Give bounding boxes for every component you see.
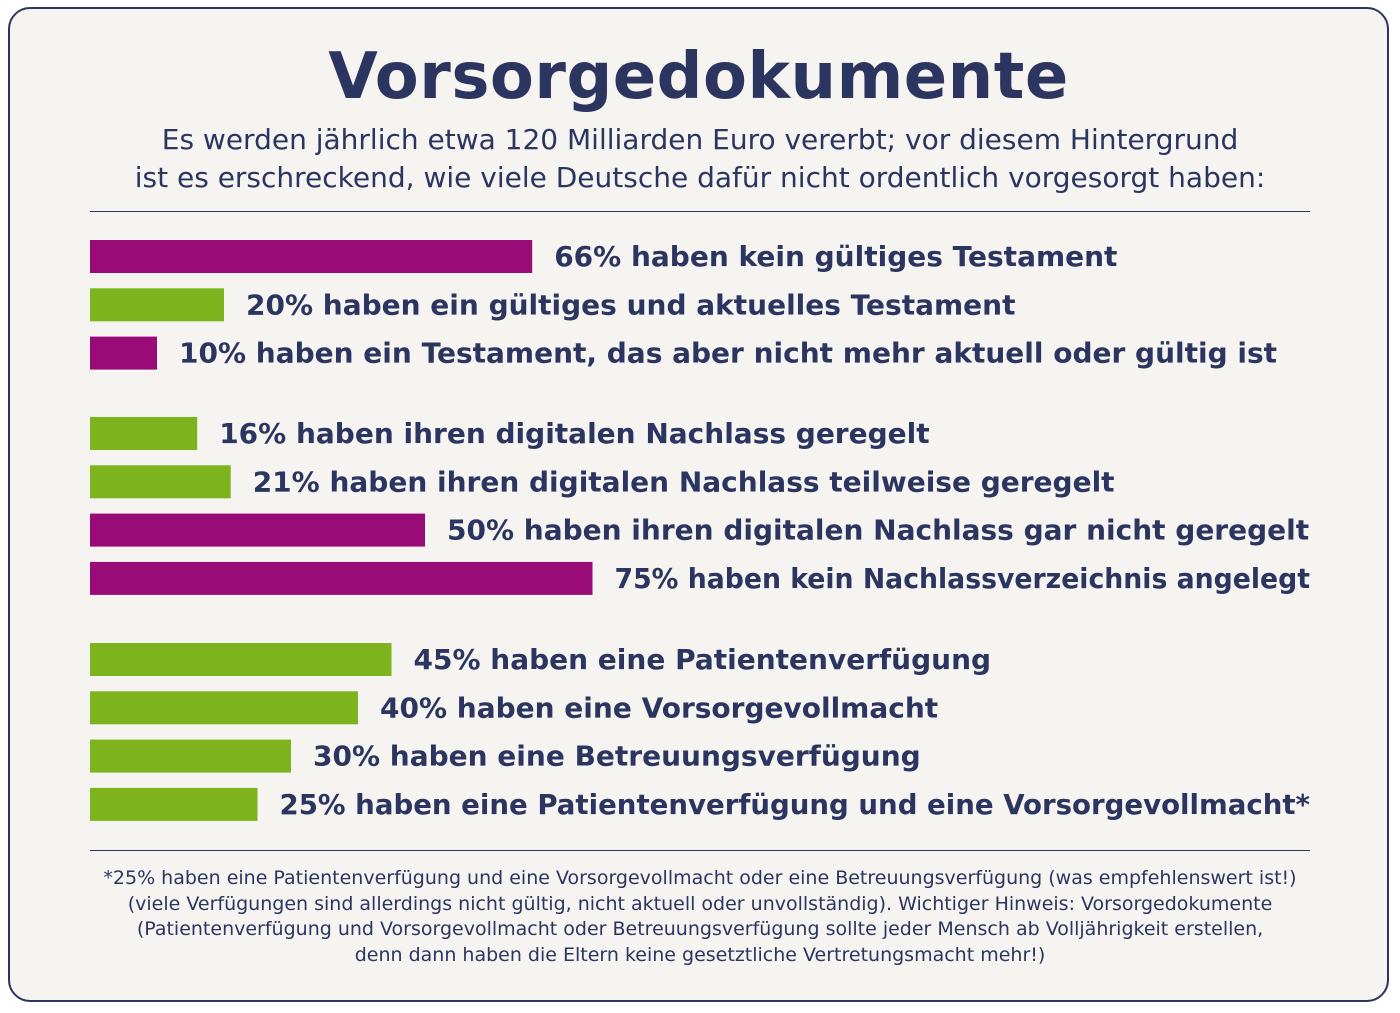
bottom-divider — [90, 850, 1310, 851]
bar-label-2-3: 25% haben eine Patientenverfügung und ei… — [280, 788, 1311, 821]
bar-2-2 — [90, 739, 291, 773]
bar-2-0 — [90, 643, 392, 676]
bar-label-2-0: 45% haben eine Patientenverfügung — [414, 643, 992, 676]
subtitle-line: ist es erschreckend, wie viele Deutsche … — [134, 161, 1266, 194]
footnote-line: (Patientenverfügung und Vorsorgevollmach… — [136, 918, 1264, 940]
footnote: *25% haben eine Patientenverfügung und e… — [50, 866, 1350, 968]
page-title: Vorsorgedokumente — [328, 40, 1069, 114]
bar-label-0-1: 20% haben ein gültiges und aktuelles Tes… — [246, 288, 1015, 321]
bar-label-0-0: 66% haben kein gültiges Testament — [554, 240, 1117, 273]
top-divider — [90, 211, 1310, 212]
footnote-line: *25% haben eine Patientenverfügung und e… — [103, 867, 1297, 889]
bar-1-3 — [90, 561, 593, 595]
subtitle: Es werden jährlich etwa 120 Milliarden E… — [70, 121, 1330, 197]
bar-label-1-1: 21% haben ihren digitalen Nachlass teilw… — [253, 465, 1115, 498]
bar-0-2 — [90, 336, 157, 370]
bar-label-1-0: 16% haben ihren digitalen Nachlass gereg… — [219, 417, 929, 450]
footnote-line: (viele Verfügungen sind allerdings nicht… — [127, 892, 1273, 915]
bar-2-3 — [90, 787, 258, 821]
bar-label-2-2: 30% haben eine Betreuungsverfügung — [313, 740, 921, 773]
bar-1-1 — [90, 465, 231, 499]
subtitle-line: Es werden jährlich etwa 120 Milliarden E… — [161, 123, 1239, 156]
bar-label-0-2: 10% haben ein Testament, das aber nicht … — [179, 337, 1277, 370]
bar-2-1 — [90, 691, 358, 725]
footnote-line: denn dann haben die Eltern keine gesetzt… — [354, 943, 1046, 966]
bar-label-2-1: 40% haben eine Vorsorgevollmacht — [380, 691, 938, 724]
bar-label-1-2: 50% haben ihren digitalen Nachlass gar n… — [447, 514, 1309, 547]
bar-0-0 — [90, 240, 533, 273]
infographic-card: Vorsorgedokumente Es werden jährlich etw… — [8, 7, 1389, 1002]
bar-chart: 66% haben kein gültiges Testament 20% hab… — [90, 240, 1311, 821]
bar-0-1 — [90, 288, 224, 322]
bar-1-0 — [90, 417, 198, 450]
bar-label-1-3: 75% haben kein Nachlassverzeichnis angel… — [615, 562, 1311, 595]
bar-1-2 — [90, 513, 425, 547]
